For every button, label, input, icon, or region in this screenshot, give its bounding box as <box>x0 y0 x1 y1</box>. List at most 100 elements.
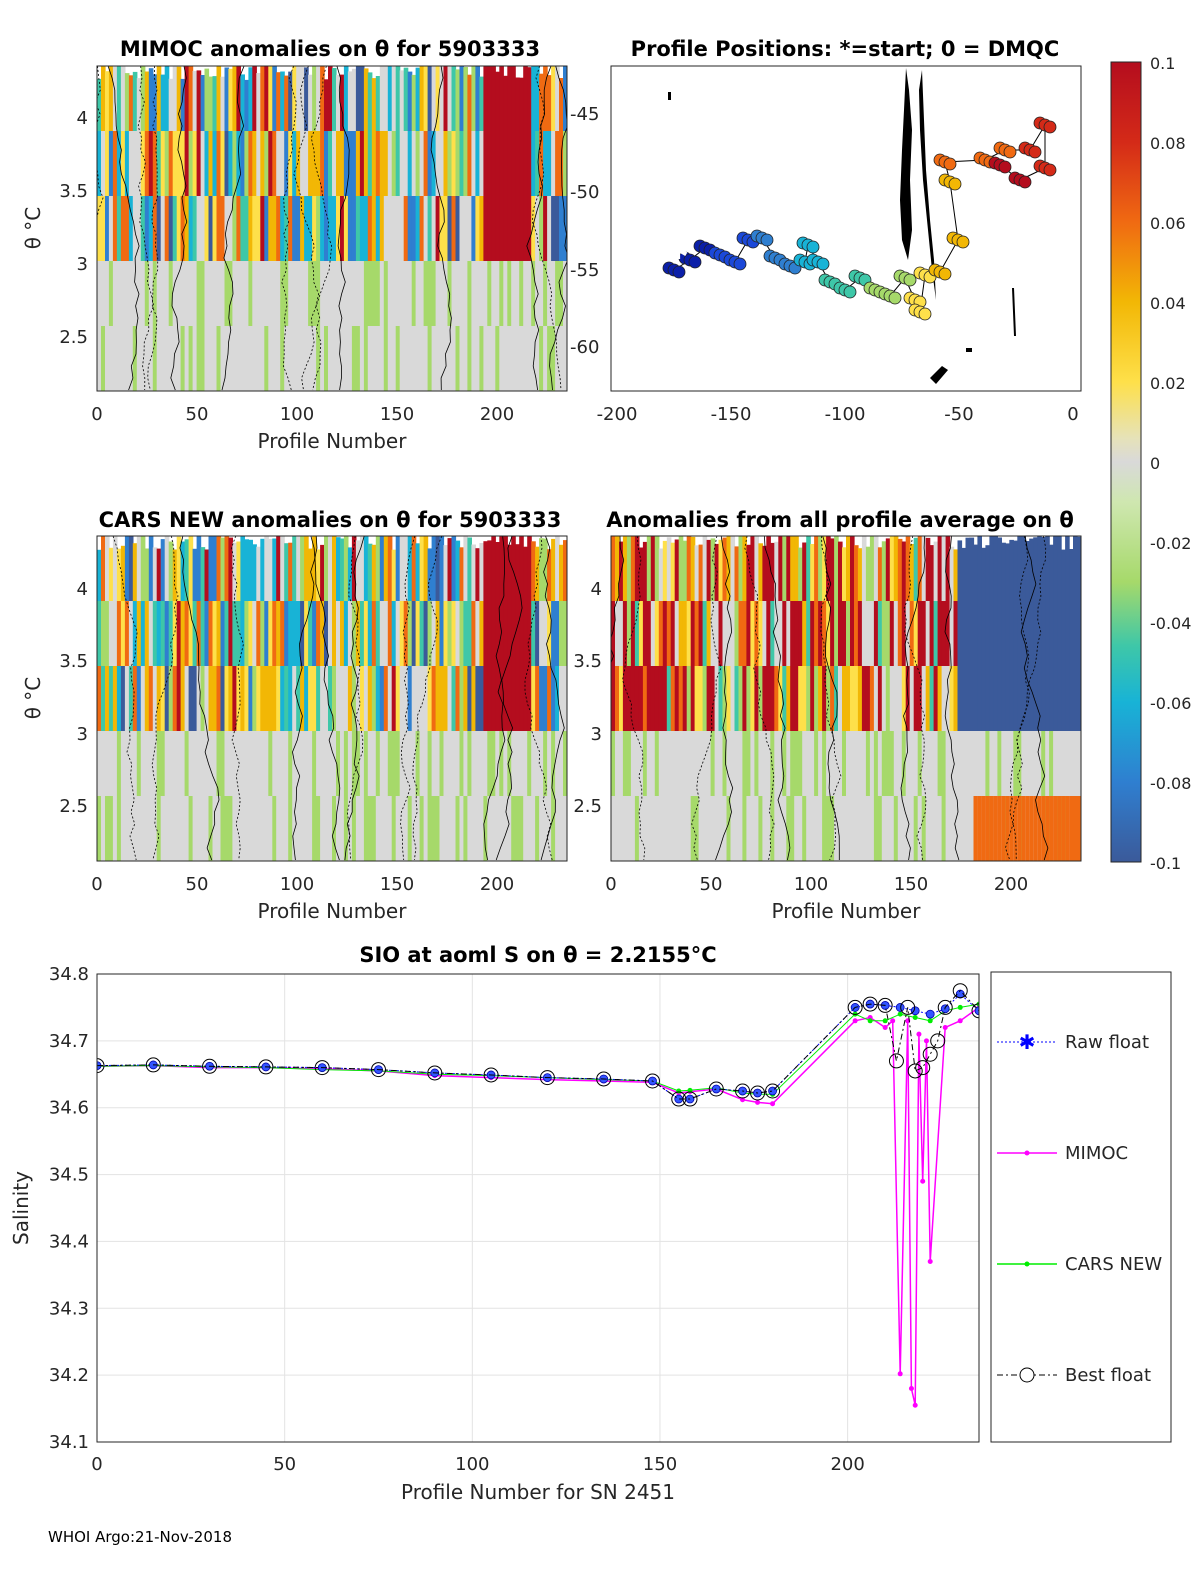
heatmap-cell <box>196 131 202 196</box>
heatmap-cell <box>1017 796 1022 861</box>
heatmap-cell <box>112 666 118 731</box>
heatmap-cell <box>284 543 289 601</box>
y-tick-label: -60 <box>570 337 599 358</box>
heatmap-cell <box>993 536 998 601</box>
heatmap-cell <box>112 536 118 601</box>
heatmap-cell <box>989 796 994 861</box>
heatmap-cell <box>120 666 126 731</box>
heatmap-cell <box>455 666 461 731</box>
heatmap-cell <box>487 66 492 131</box>
heatmap-cell <box>511 731 516 796</box>
heatmap-cell <box>371 196 377 261</box>
heatmap-cell <box>754 796 759 861</box>
heatmap-cell <box>1045 536 1050 601</box>
mimoc-point <box>908 1386 914 1392</box>
heatmap-cell <box>877 601 883 666</box>
heatmap-cell <box>236 796 241 861</box>
heatmap-cell <box>244 539 249 601</box>
heatmap-cell <box>547 261 552 326</box>
heatmap-cell <box>686 601 692 666</box>
heatmap-cell <box>1041 601 1046 666</box>
heatmap-cell <box>650 601 656 666</box>
heatmap-cell <box>674 796 680 861</box>
heatmap-cell <box>790 601 795 666</box>
heatmap-cell <box>933 731 939 796</box>
heatmap-cell <box>850 731 855 796</box>
heatmap-cell <box>367 326 373 391</box>
heatmap-cell <box>523 326 528 391</box>
heatmap-cell <box>511 66 516 131</box>
heatmap-cell <box>611 601 616 666</box>
heatmap-cell <box>798 796 803 861</box>
heatmap-cell <box>499 796 504 861</box>
heatmap-cell <box>654 666 660 731</box>
heatmap-cell <box>770 542 775 601</box>
heatmap-cell <box>790 796 795 861</box>
heatmap-cell <box>188 131 194 196</box>
heatmap-cell <box>355 601 361 666</box>
heatmap-cell <box>312 196 317 261</box>
heatmap-cell <box>391 66 397 131</box>
heatmap-cell <box>471 731 476 796</box>
heatmap-cell <box>340 796 345 861</box>
heatmap-cell <box>347 666 353 731</box>
heatmap-cell <box>132 196 138 261</box>
heatmap-cell <box>539 131 544 196</box>
salinity-y-ticks: 34.834.734.634.534.434.334.234.1 <box>49 964 89 1453</box>
heatmap-cell <box>407 261 413 326</box>
heatmap-cell <box>989 731 994 796</box>
heatmap-cell <box>786 536 791 601</box>
heatmap-cell <box>503 131 508 196</box>
heatmap-cell <box>256 666 261 731</box>
heatmap-cell <box>750 536 755 601</box>
heatmap-cell <box>347 796 353 861</box>
heatmap-cell <box>124 196 130 261</box>
heatmap-cell <box>754 601 759 666</box>
heatmap-cell <box>304 666 309 731</box>
heatmap-cell <box>340 196 345 261</box>
heatmap-cell <box>328 601 333 666</box>
heatmap-cell <box>547 549 552 601</box>
heatmap-cell <box>355 666 361 731</box>
heatmap-cell <box>260 131 265 196</box>
heatmap-cell <box>148 68 154 131</box>
heatmap-cell <box>1077 731 1081 796</box>
heatmap-cell <box>483 131 488 196</box>
heatmap-cell <box>889 601 895 666</box>
heatmap-cell <box>1053 536 1058 601</box>
heatmap-cell <box>168 196 174 261</box>
heatmap-cell <box>1033 537 1038 601</box>
heatmap-cell <box>116 261 122 326</box>
heatmap-cell <box>184 796 190 861</box>
heatmap-cell <box>232 731 237 796</box>
heatmap-cell <box>1077 536 1081 601</box>
heatmap-cell <box>128 601 134 666</box>
heatmap-cell <box>316 731 321 796</box>
heatmap-cell <box>865 731 871 796</box>
heatmap-cell <box>415 543 421 601</box>
heatmap-cell <box>367 666 373 731</box>
x-tick-label: 150 <box>380 404 414 425</box>
heatmap-cell <box>367 131 373 196</box>
heatmap-cell <box>308 326 313 391</box>
heatmap-cell <box>220 76 226 131</box>
heatmap-cell <box>363 68 369 131</box>
heatmap-cell <box>778 601 783 666</box>
heatmap-cell <box>1029 731 1034 796</box>
heatmap-cell <box>662 796 668 861</box>
heatmap-cell <box>678 666 684 731</box>
y-tick-label: -50 <box>570 182 599 203</box>
heatmap-cell <box>280 731 285 796</box>
heatmap-cell <box>1041 666 1046 731</box>
heatmap-cell <box>893 731 899 796</box>
heatmap-cell <box>1049 796 1054 861</box>
x-tick-label: 200 <box>480 404 514 425</box>
heatmap-cell <box>379 666 385 731</box>
heatmap-cell <box>702 731 708 796</box>
heatmap-cell <box>626 731 632 796</box>
heatmap-cell <box>105 261 110 326</box>
heatmap-cell <box>909 731 915 796</box>
heatmap-cell <box>196 796 202 861</box>
heatmap-cell <box>204 796 210 861</box>
heatmap-cell <box>439 601 445 666</box>
